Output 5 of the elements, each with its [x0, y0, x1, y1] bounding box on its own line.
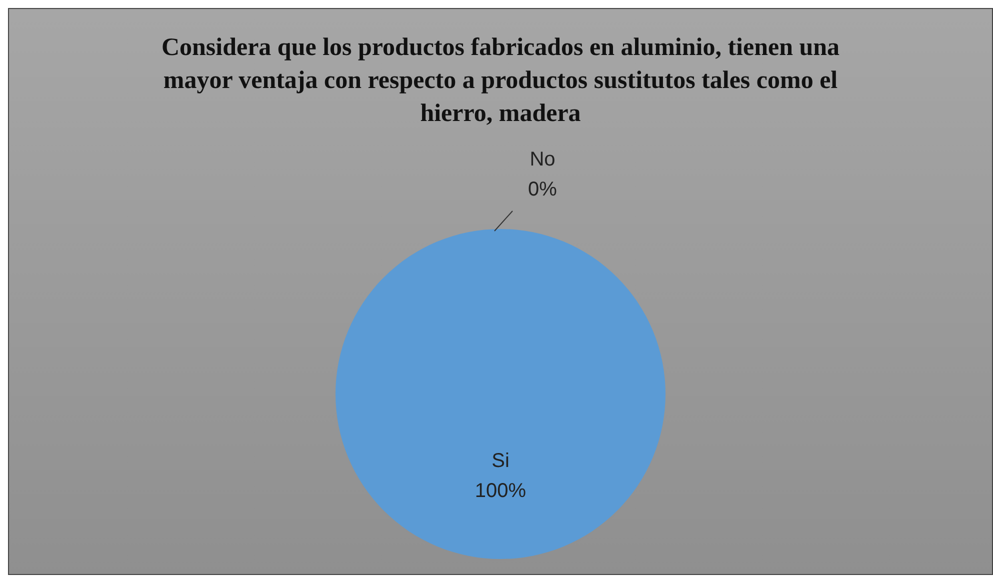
category-label: No — [530, 148, 556, 171]
slice-label: Si — [492, 450, 510, 472]
data-label: 100% — [474, 480, 526, 502]
chart-title: Considera que los productos fabricados en aluminio, tienen una mayor ventaja con respecto a productos sustitutos tales como el hierro, madera — [160, 33, 841, 129]
text: 0% — [528, 178, 557, 201]
